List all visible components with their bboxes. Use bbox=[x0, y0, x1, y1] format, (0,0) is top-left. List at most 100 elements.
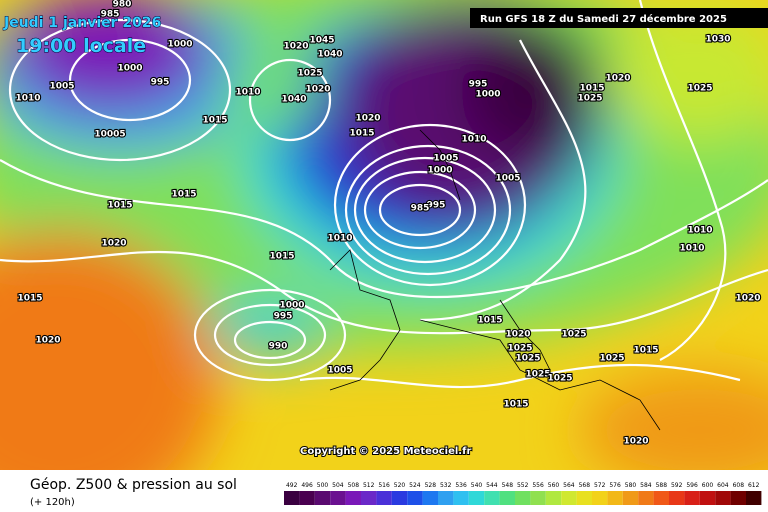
pressure-label: 1025 bbox=[577, 94, 602, 104]
pressure-label: 1015 bbox=[477, 316, 502, 326]
pressure-label: 1010 bbox=[461, 135, 486, 145]
footer-title: Géop. Z500 & pression au sol bbox=[30, 477, 237, 493]
pressure-label: 980 bbox=[113, 0, 132, 10]
colorbar-label: 588 bbox=[656, 482, 668, 489]
pressure-label: 1025 bbox=[525, 370, 550, 380]
map-time: 19:00 locale bbox=[16, 35, 146, 57]
colorbar-label: 572 bbox=[594, 482, 606, 489]
pressure-label: 1015 bbox=[503, 400, 528, 410]
pressure-label: 1040 bbox=[317, 50, 342, 60]
pressure-label: 1015 bbox=[171, 190, 196, 200]
colorbar-swatch bbox=[330, 491, 346, 505]
pressure-label: 1025 bbox=[561, 330, 586, 340]
pressure-label: 1000 bbox=[427, 166, 452, 176]
pressure-label: 10005 bbox=[94, 130, 125, 140]
pressure-label: 1020 bbox=[623, 437, 648, 447]
pressure-label: 1015 bbox=[633, 346, 658, 356]
colorbar-label: 604 bbox=[717, 482, 729, 489]
pressure-label: 1005 bbox=[327, 366, 352, 376]
pressure-label: 1010 bbox=[687, 226, 712, 236]
colorbar-label: 492 bbox=[286, 482, 298, 489]
colorbar-swatch bbox=[622, 491, 639, 505]
colorbar-swatch bbox=[669, 491, 685, 505]
colorbar-swatch bbox=[361, 491, 377, 505]
colorbar-swatch bbox=[345, 491, 361, 505]
colorbar-label: 584 bbox=[640, 482, 652, 489]
run-box bbox=[470, 8, 768, 28]
colorbar-swatch bbox=[607, 491, 623, 505]
colorbar-swatch bbox=[561, 491, 577, 505]
colorbar-swatch bbox=[592, 491, 608, 505]
pressure-label: 1000 bbox=[117, 64, 142, 74]
colorbar-label: 540 bbox=[471, 482, 483, 489]
colorbar-swatch bbox=[284, 491, 300, 505]
pressure-label: 1025 bbox=[599, 354, 624, 364]
pressure-label: 1040 bbox=[281, 95, 306, 105]
pressure-label: 995 bbox=[151, 78, 170, 88]
run-info: Run GFS 18 Z du Samedi 27 décembre 2025 bbox=[480, 13, 727, 25]
colorbar-label: 512 bbox=[363, 482, 375, 489]
colorbar-swatch bbox=[422, 491, 438, 505]
colorbar-swatch bbox=[576, 491, 592, 505]
colorbar: 492 496 500 504 508 512 516 520 524 528 532 536 540 5… bbox=[284, 482, 762, 505]
colorbar-label: 516 bbox=[378, 482, 390, 489]
colorbar-label: 580 bbox=[625, 482, 637, 489]
pressure-label: 1020 bbox=[355, 114, 380, 124]
colorbar-swatch bbox=[730, 491, 746, 505]
colorbar-swatch bbox=[468, 491, 485, 505]
pressure-label: 990 bbox=[269, 342, 288, 352]
pressure-label: 1025 bbox=[297, 69, 322, 79]
copyright: Copyright © 2025 Meteociel.fr bbox=[300, 446, 471, 457]
colorbar-label: 524 bbox=[409, 482, 421, 489]
colorbar-label: 552 bbox=[517, 482, 529, 489]
pressure-label: 1020 bbox=[305, 85, 330, 95]
colorbar-swatch bbox=[299, 491, 315, 505]
pressure-label: 1010 bbox=[15, 94, 40, 104]
colorbar-label: 600 bbox=[702, 482, 714, 489]
pressure-label: 985 bbox=[101, 10, 120, 20]
pressure-label: 1005 bbox=[49, 82, 74, 92]
pressure-label: 1000 bbox=[279, 301, 304, 311]
colorbar-label: 532 bbox=[440, 482, 452, 489]
colorbar-label: 536 bbox=[455, 482, 467, 489]
pressure-labels: 9809851000995100010051010100051045104010… bbox=[14, 0, 761, 448]
colorbar-label: 548 bbox=[502, 482, 514, 489]
pressure-label: 1025 bbox=[687, 84, 712, 94]
colorbar-label: 596 bbox=[686, 482, 698, 489]
colorbar-swatch bbox=[438, 491, 454, 505]
pressure-label: 1015 bbox=[107, 201, 132, 211]
pressure-label: 1020 bbox=[35, 336, 60, 346]
pressure-label: 985 bbox=[411, 204, 430, 214]
pressure-label: 1005 bbox=[433, 154, 458, 164]
colorbar-label: 544 bbox=[486, 482, 498, 489]
colorbar-swatch bbox=[314, 491, 331, 505]
colorbar-label: 564 bbox=[563, 482, 575, 489]
colorbar-label: 496 bbox=[301, 482, 313, 489]
pressure-label: 1000 bbox=[167, 40, 192, 50]
pressure-label: 1025 bbox=[515, 354, 540, 364]
pressure-label: 1020 bbox=[505, 330, 530, 340]
colorbar-label: 528 bbox=[425, 482, 437, 489]
colorbar-swatch bbox=[653, 491, 669, 505]
map-date: Jeudi 1 janvier 2026 bbox=[3, 15, 161, 31]
pressure-label: 1025 bbox=[547, 374, 572, 384]
colorbar-swatch bbox=[376, 491, 392, 505]
colorbar-label: 612 bbox=[748, 482, 760, 489]
colorbar-swatch bbox=[499, 491, 515, 505]
colorbar-label: 592 bbox=[671, 482, 683, 489]
colorbar-swatch bbox=[407, 491, 423, 505]
colorbar-swatch bbox=[684, 491, 700, 505]
colorbar-label: 556 bbox=[532, 482, 544, 489]
colorbar-swatch bbox=[638, 491, 654, 505]
pressure-label: 1020 bbox=[735, 294, 760, 304]
colorbar-swatch bbox=[515, 491, 531, 505]
pressure-label: 1045 bbox=[309, 36, 334, 46]
colorbar-swatch bbox=[391, 491, 408, 505]
pressure-label: 1015 bbox=[202, 116, 227, 126]
colorbar-swatch bbox=[699, 491, 716, 505]
pressure-label: 1000 bbox=[475, 90, 500, 100]
footer-subtitle: (+ 120h) bbox=[30, 497, 75, 508]
pressure-label: 1020 bbox=[605, 74, 630, 84]
pressure-label: 1010 bbox=[327, 234, 352, 244]
